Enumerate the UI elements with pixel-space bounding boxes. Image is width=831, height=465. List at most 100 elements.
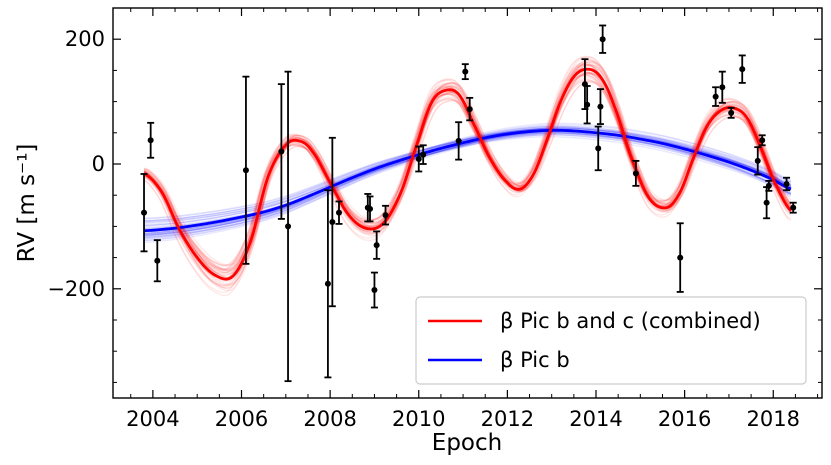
data-marker — [324, 280, 331, 287]
y-tick-label: −200 — [47, 277, 105, 301]
rv-data-point — [765, 179, 773, 192]
data-marker — [763, 199, 770, 206]
blue-draw-line — [143, 122, 792, 238]
data-marker — [335, 209, 342, 216]
blue-draw-line — [143, 125, 792, 236]
rv-data-point — [328, 136, 336, 308]
red-draw-line — [143, 64, 792, 287]
data-marker — [415, 156, 422, 163]
blue-draw-line — [143, 125, 792, 237]
y-tick-label: 200 — [65, 27, 105, 51]
data-marker — [242, 167, 249, 174]
data-marker — [373, 242, 380, 249]
rv-data-point — [466, 96, 474, 122]
data-marker — [141, 209, 148, 216]
rv-data-point — [382, 204, 390, 226]
rv-data-point — [583, 85, 591, 125]
x-tick-label: 2016 — [658, 407, 711, 431]
rv-data-point — [147, 121, 155, 159]
data-marker — [147, 137, 154, 144]
rv-data-point — [242, 75, 250, 265]
rv-measurements — [140, 24, 797, 383]
data-marker — [712, 93, 719, 100]
rv-data-point — [596, 88, 604, 125]
rv-data-point — [599, 24, 607, 54]
x-tick-label: 2014 — [569, 407, 622, 431]
blue-draw-line — [143, 131, 792, 238]
data-marker — [462, 68, 469, 75]
x-axis-label: Epoch — [432, 430, 502, 456]
data-marker — [382, 212, 389, 219]
legend-label-combined: β Pic b and c (combined) — [500, 309, 761, 333]
data-marker — [466, 106, 473, 113]
blue-draw-line — [143, 130, 792, 239]
red-draw-line — [143, 59, 792, 292]
data-marker — [278, 148, 285, 155]
data-marker — [371, 287, 378, 294]
rv-data-point — [373, 230, 381, 260]
red-draw-line — [143, 67, 791, 271]
rv-data-point — [370, 271, 378, 309]
rv-data-point — [712, 86, 720, 107]
beta-pic-b-curve — [143, 128, 792, 233]
rv-data-point — [153, 239, 161, 283]
rv-data-point — [738, 54, 746, 84]
data-marker — [597, 103, 604, 110]
axes: 2004 2006 2008 2010 2012 2014 2016 2018 200 0 −200 — [47, 7, 822, 431]
rv-data-point — [783, 176, 791, 192]
x-tick-label: 2004 — [126, 407, 179, 431]
x-tick-label: 2008 — [303, 407, 356, 431]
data-marker — [584, 101, 591, 108]
blue-draw-line — [144, 128, 792, 226]
data-marker — [420, 151, 427, 158]
rv-data-point — [419, 144, 427, 165]
y-axis-label: RV [m s⁻¹] — [14, 144, 40, 263]
data-marker — [329, 219, 336, 226]
red-draw-line — [143, 74, 792, 267]
data-marker — [759, 137, 766, 144]
rv-data-point — [789, 201, 797, 214]
data-marker — [285, 223, 292, 230]
legend-label-b: β Pic b — [500, 348, 570, 372]
data-marker — [595, 145, 602, 152]
blue-draw-line — [143, 127, 792, 225]
data-marker — [367, 205, 374, 212]
data-marker — [632, 170, 639, 177]
rv-data-point — [335, 200, 343, 225]
rv-data-point — [455, 121, 463, 161]
blue-draw-line — [143, 132, 792, 234]
blue-draw-line — [143, 125, 792, 236]
rv-data-point — [277, 83, 285, 220]
y-tick-label: 0 — [92, 152, 105, 176]
rv-data-point — [758, 134, 766, 147]
blue-draw-line — [144, 133, 792, 224]
rv-data-point — [415, 145, 423, 173]
x-tick-label: 2012 — [481, 407, 534, 431]
rv-data-point — [461, 63, 469, 81]
blue-draw-line — [143, 132, 792, 236]
x-tick-label: 2006 — [215, 407, 268, 431]
red-draw-line — [144, 71, 792, 279]
data-marker — [599, 36, 606, 43]
data-marker — [754, 157, 761, 164]
red-draw-line — [143, 71, 791, 270]
data-marker — [765, 182, 772, 189]
plot-frame — [112, 7, 823, 399]
legend: β Pic b and c (combined) β Pic b — [415, 296, 807, 385]
rv-data-point — [718, 70, 726, 104]
rv-data-point — [594, 125, 602, 172]
rv-data-point — [284, 70, 292, 383]
data-marker — [154, 257, 161, 264]
data-marker — [790, 204, 797, 211]
red-draw-line — [143, 71, 792, 272]
rv-data-point — [754, 146, 762, 176]
rv-data-point — [324, 189, 332, 379]
x-tick-label: 2018 — [747, 407, 800, 431]
rv-data-point — [366, 195, 374, 223]
rv-data-point — [632, 159, 640, 187]
blue-draw-line — [144, 136, 792, 223]
data-marker — [719, 84, 726, 91]
data-marker — [677, 254, 684, 261]
blue-draw-line — [143, 131, 792, 239]
